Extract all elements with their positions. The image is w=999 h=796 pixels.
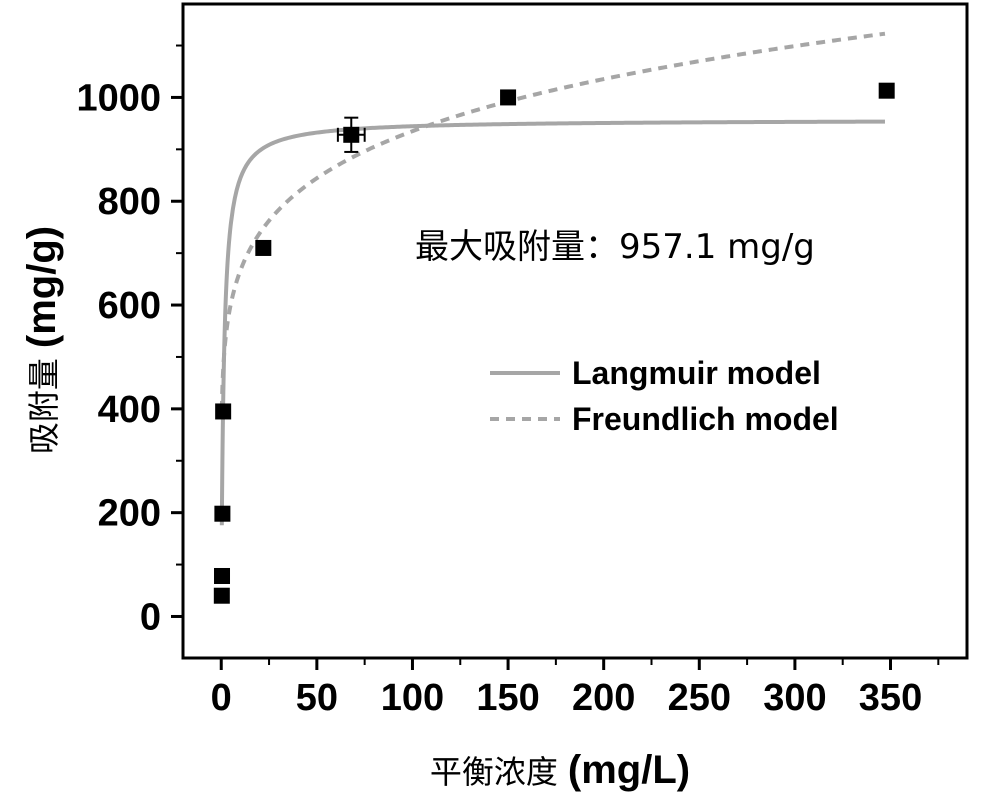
y-tick-label: 800 <box>98 181 161 223</box>
y-tick-label: 0 <box>140 596 161 638</box>
x-tick-label: 350 <box>859 677 922 719</box>
y-tick-label: 600 <box>98 285 161 327</box>
x-tick-label: 250 <box>668 677 731 719</box>
x-axis-title-unit: (mg/L) <box>568 748 690 792</box>
y-axis-title: 吸附量 (mg/g) <box>20 226 64 454</box>
x-tick-label: 150 <box>476 677 539 719</box>
y-tick-label: 400 <box>98 389 161 431</box>
y-axis-title-cn: 吸附量 <box>25 358 63 454</box>
x-tick-label: 50 <box>296 677 338 719</box>
data-point <box>343 126 360 143</box>
x-tick-label: 0 <box>211 677 232 719</box>
x-tick-label: 300 <box>763 677 826 719</box>
data-points <box>213 82 895 604</box>
y-axis-title-unit: (mg/g) <box>20 226 64 348</box>
x-tick-label: 100 <box>381 677 444 719</box>
y-tick-label: 200 <box>98 493 161 535</box>
annotation-text: 最大吸附量：957.1 mg/g <box>415 227 815 267</box>
model-curves <box>219 31 886 526</box>
freundlich-model-curve <box>219 31 886 410</box>
x-tick-label: 200 <box>572 677 635 719</box>
x-axis-title: 平衡浓度 (mg/L) <box>430 748 690 792</box>
data-point <box>255 239 272 256</box>
x-axis-ticks: 0 50 100 150 200 250 300 350 <box>211 658 940 719</box>
legend-langmuir-label: Langmuir model <box>572 355 821 391</box>
data-point <box>214 567 231 584</box>
data-point <box>213 587 230 604</box>
langmuir-model-curve <box>219 119 885 526</box>
x-axis-title-cn: 平衡浓度 <box>430 753 558 791</box>
data-point <box>214 505 231 522</box>
data-point <box>215 403 232 420</box>
plot-frame <box>181 2 969 660</box>
data-point <box>500 89 517 106</box>
legend: Langmuir model Freundlich model <box>490 355 839 437</box>
legend-freundlich-label: Freundlich model <box>572 401 839 437</box>
y-tick-label: 1000 <box>76 77 161 119</box>
data-point <box>878 82 895 99</box>
y-axis-ticks: 0 200 400 600 800 1000 <box>76 44 183 638</box>
